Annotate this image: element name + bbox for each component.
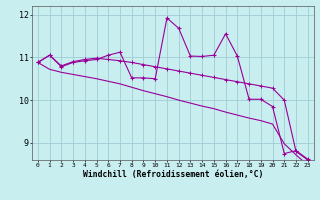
X-axis label: Windchill (Refroidissement éolien,°C): Windchill (Refroidissement éolien,°C) [83,170,263,179]
